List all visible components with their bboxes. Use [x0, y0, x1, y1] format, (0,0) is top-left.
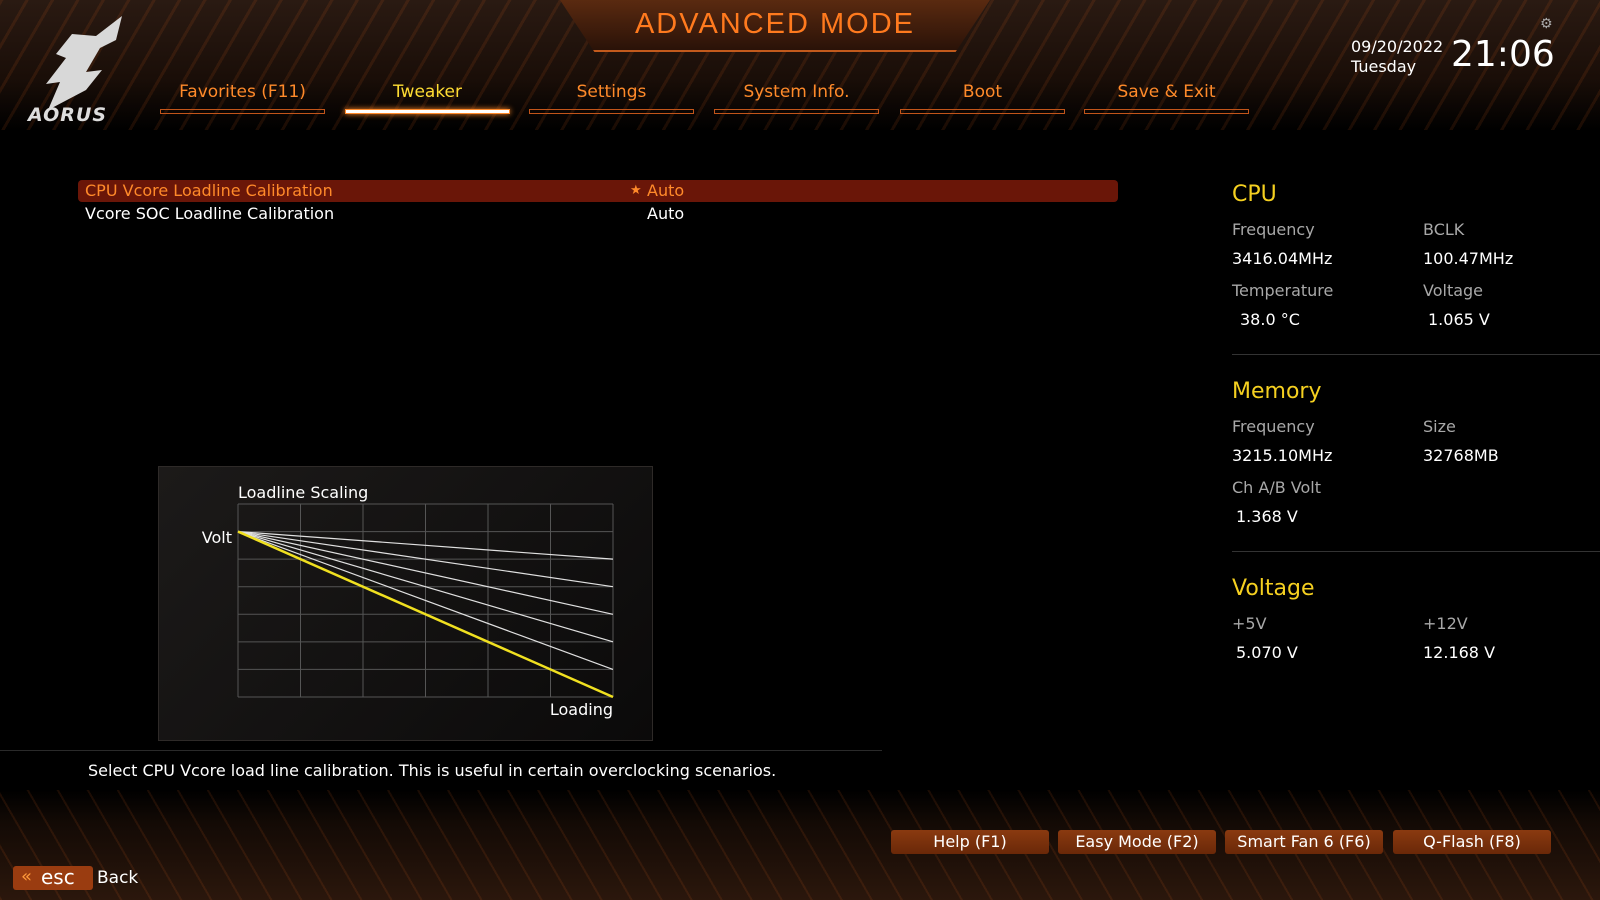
memory-frequency: 3215.10MHz	[1232, 446, 1333, 465]
tab-label: Boot	[962, 82, 1003, 102]
5v-value: 5.070 V	[1236, 643, 1298, 662]
setting-vcore-soc-llc[interactable]: Vcore SOC Loadline Calibration Auto	[78, 203, 1118, 225]
chart-title: Loadline Scaling	[238, 483, 368, 502]
memory-frequency-label: Frequency	[1232, 417, 1315, 436]
divider	[0, 750, 882, 751]
tab-label: System Info.	[743, 82, 850, 102]
page-title: ADVANCED MODE	[634, 8, 916, 40]
memory-size: 32768MB	[1423, 446, 1499, 465]
esc-label: esc	[41, 865, 75, 889]
cpu-frequency: 3416.04MHz	[1232, 249, 1333, 268]
tab-label: Tweaker	[392, 82, 463, 102]
favorite-star-icon[interactable]: ★	[630, 183, 642, 198]
setting-cpu-vcore-llc[interactable]: CPU Vcore Loadline Calibration ★ Auto	[78, 180, 1118, 202]
tab-system-info[interactable]: System Info.	[714, 82, 879, 114]
tab-label: Favorites (F11)	[179, 82, 306, 102]
memory-ch-volt: 1.368 V	[1236, 507, 1298, 526]
loadline-series	[237, 530, 614, 588]
loadline-series-selected	[237, 530, 614, 699]
date-display: 09/20/2022 Tuesday	[1351, 37, 1443, 77]
tab-settings[interactable]: Settings	[529, 82, 694, 114]
loadline-series	[237, 531, 614, 670]
setting-value[interactable]: Auto	[647, 204, 685, 223]
title-frame	[560, 0, 990, 52]
x-axis-label: Loading	[550, 700, 613, 719]
setting-label: Vcore SOC Loadline Calibration	[85, 204, 335, 223]
help-button[interactable]: Help (F1)	[891, 830, 1049, 854]
12v-label: +12V	[1423, 614, 1468, 633]
easy-mode-button[interactable]: Easy Mode (F2)	[1058, 830, 1216, 854]
brand-logo-text: AORUS	[28, 104, 108, 126]
divider	[1232, 354, 1600, 355]
cpu-bclk-label: BCLK	[1423, 220, 1465, 239]
cpu-bclk: 100.47MHz	[1423, 249, 1514, 268]
tab-boot[interactable]: Boot	[900, 82, 1065, 114]
tab-save-exit[interactable]: Save & Exit	[1084, 82, 1249, 114]
loadline-chart: Loadline Scaling Volt Loading	[202, 483, 614, 719]
tab-tweaker[interactable]: Tweaker	[345, 82, 510, 114]
smart-fan-button[interactable]: Smart Fan 6 (F6)	[1225, 830, 1383, 854]
clock: 21:06	[1451, 34, 1555, 75]
loadline-chart-panel: Loadline Scaling Volt Loading	[158, 466, 653, 741]
tab-favorites[interactable]: Favorites (F11)	[160, 82, 325, 114]
loadline-series	[237, 530, 614, 560]
memory-ch-volt-label: Ch A/B Volt	[1232, 478, 1322, 497]
y-axis-label: Volt	[202, 528, 232, 547]
aorus-eagle-logo	[46, 16, 122, 110]
weekday: Tuesday	[1351, 57, 1417, 76]
loadline-series	[237, 530, 614, 643]
loadline-series	[237, 530, 614, 615]
memory-heading: Memory	[1232, 379, 1322, 404]
setting-label: CPU Vcore Loadline Calibration	[85, 181, 333, 200]
gear-icon[interactable]: ⚙	[1540, 16, 1553, 32]
12v-value: 12.168 V	[1423, 643, 1496, 662]
esc-button[interactable]: « esc	[13, 866, 93, 890]
tab-label: Save & Exit	[1117, 82, 1216, 102]
tab-label: Settings	[576, 82, 647, 102]
cpu-voltage: 1.065 V	[1428, 310, 1490, 329]
setting-value[interactable]: Auto	[647, 181, 685, 200]
divider	[1232, 551, 1600, 552]
help-description: Select CPU Vcore load line calibration. …	[88, 761, 777, 780]
q-flash-button[interactable]: Q-Flash (F8)	[1393, 830, 1551, 854]
back-label: Back	[97, 868, 139, 888]
5v-label: +5V	[1232, 614, 1267, 633]
cpu-voltage-label: Voltage	[1423, 281, 1484, 300]
voltage-heading: Voltage	[1232, 576, 1315, 601]
date: 09/20/2022	[1351, 37, 1444, 56]
double-chevron-left-icon: «	[21, 866, 33, 887]
cpu-heading: CPU	[1232, 182, 1277, 207]
memory-size-label: Size	[1423, 417, 1456, 436]
cpu-frequency-label: Frequency	[1232, 220, 1315, 239]
cpu-temperature: 38.0 °C	[1240, 310, 1300, 329]
cpu-temperature-label: Temperature	[1232, 281, 1334, 300]
